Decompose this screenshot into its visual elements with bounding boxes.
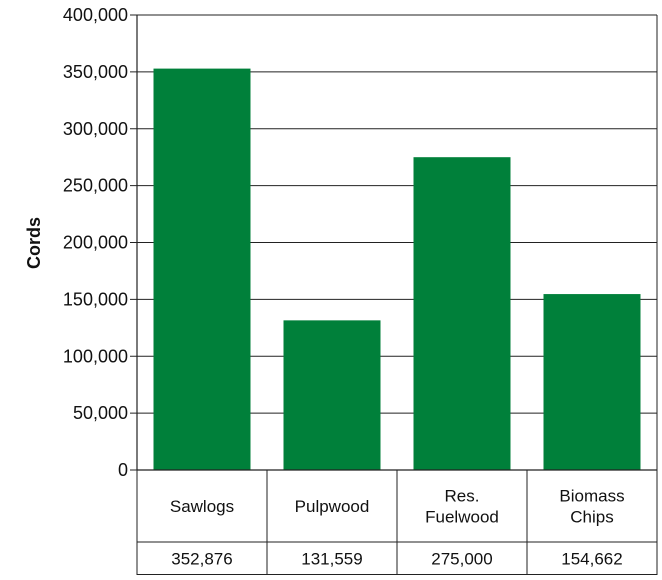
value-label: 275,000 bbox=[431, 550, 492, 569]
category-label: Biomass Chips bbox=[559, 487, 624, 527]
value-label: 154,662 bbox=[561, 550, 622, 569]
category-label: Sawlogs bbox=[170, 497, 234, 516]
y-axis-label: Cords bbox=[24, 217, 44, 269]
category-label: Pulpwood bbox=[295, 497, 370, 516]
data-table: Sawlogs Pulpwood Res. Fuelwood Biomass Chips 3… bbox=[136, 470, 658, 575]
bar-1 bbox=[283, 320, 381, 470]
y-tick-label: 350,000 bbox=[63, 62, 128, 82]
y-tick-label: 200,000 bbox=[63, 233, 128, 253]
bar-0 bbox=[153, 68, 251, 470]
y-tick-label: 300,000 bbox=[63, 119, 128, 139]
category-label-line: Fuelwood bbox=[425, 508, 499, 527]
category-label-line: Res. bbox=[445, 487, 480, 506]
category-label-line: Pulpwood bbox=[295, 497, 370, 516]
value-label: 131,559 bbox=[301, 550, 362, 569]
value-label: 352,876 bbox=[171, 550, 232, 569]
y-tick-label: 150,000 bbox=[63, 289, 128, 309]
y-tick-label: 50,000 bbox=[73, 403, 128, 423]
y-tick-labels: 0 50,000 100,000 150,000 200,000 250,000 300,0… bbox=[63, 5, 128, 480]
y-tick-label: 400,000 bbox=[63, 5, 128, 25]
category-label-line: Biomass bbox=[559, 487, 624, 506]
y-tick-label: 100,000 bbox=[63, 346, 128, 366]
category-label-line: Sawlogs bbox=[170, 497, 234, 516]
bars bbox=[153, 68, 641, 470]
bar-3 bbox=[543, 294, 641, 470]
category-label: Res. Fuelwood bbox=[425, 487, 499, 527]
bar-2 bbox=[413, 157, 511, 470]
y-tick-label: 0 bbox=[118, 460, 128, 480]
category-label-line: Chips bbox=[570, 508, 613, 527]
y-tick-label: 250,000 bbox=[63, 176, 128, 196]
